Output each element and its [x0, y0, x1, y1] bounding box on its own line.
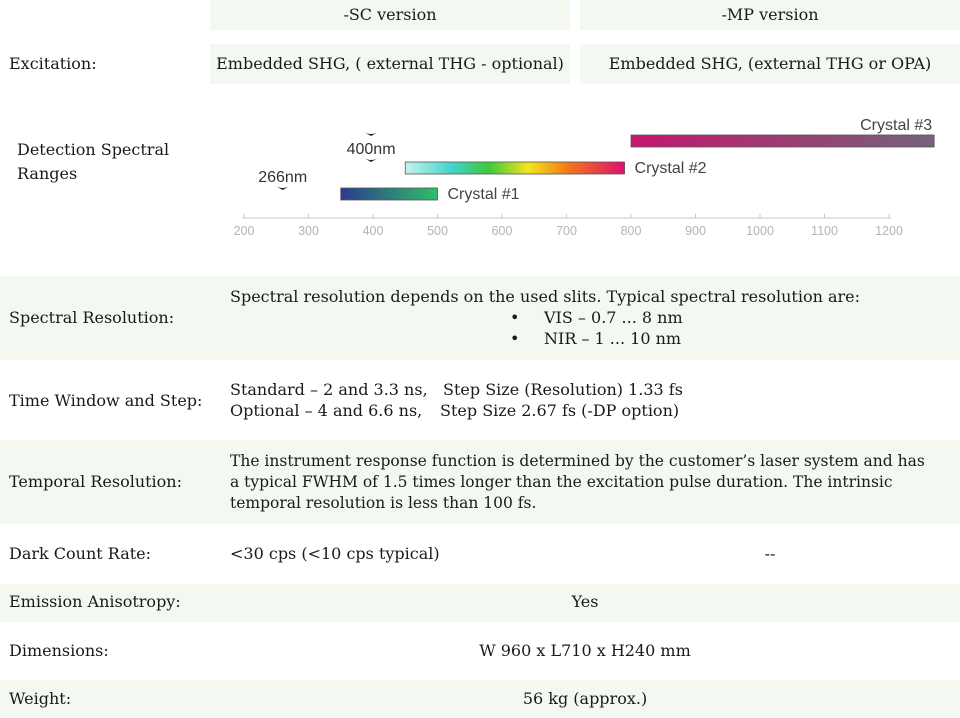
x-tick-label: 300 — [298, 224, 319, 238]
header-band-mp — [580, 0, 960, 30]
detection-label: Detection Spectral Ranges — [17, 138, 169, 186]
x-tick-label: 700 — [556, 224, 577, 238]
time-window-optional-step: Step Size 2.67 fs (-DP option) — [440, 401, 680, 420]
dimensions-label: Dimensions: — [9, 641, 109, 660]
x-tick-label: 1000 — [746, 224, 774, 238]
bullet-text-nir: NIR – 1 ... 10 nm — [544, 329, 682, 348]
range-bar-crystal-2 — [404, 161, 625, 175]
dark-count-mp-value: -- — [764, 544, 776, 563]
spectral-resolution-bullet: • VIS – 0.7 ... 8 nm — [230, 307, 860, 328]
temporal-resolution-label: Temporal Resolution: — [9, 472, 182, 491]
excitation-band-sc — [210, 44, 570, 84]
time-window-standard: Standard – 2 and 3.3 ns, — [230, 380, 428, 399]
time-window-optional: Optional – 4 and 6.6 ns, — [230, 401, 423, 420]
wavelength-marker-tick — [275, 186, 290, 190]
x-tick-label: 600 — [492, 224, 513, 238]
bullet-text-vis: VIS – 0.7 ... 8 nm — [544, 308, 683, 327]
x-tick-label: 500 — [427, 224, 448, 238]
chart-markers: 266nm 400nm — [258, 132, 396, 190]
dark-count-sc-value: <30 cps (<10 cps typical) — [230, 544, 440, 563]
x-tick-label: 900 — [685, 224, 706, 238]
temporal-resolution-line2: a typical FWHM of 1.5 times longer than … — [230, 473, 893, 491]
range-label-crystal-3: Crystal #3 — [860, 117, 932, 134]
emission-anisotropy-value: Yes — [571, 592, 599, 611]
wavelength-marker-tick — [364, 132, 379, 136]
range-label-crystal-2: Crystal #2 — [635, 160, 707, 177]
x-tick-label: 1100 — [811, 224, 838, 238]
wavelength-marker-label: 400nm — [347, 141, 396, 158]
time-window-standard-step: Step Size (Resolution) 1.33 fs — [443, 380, 683, 399]
x-tick-label: 800 — [621, 224, 642, 238]
x-tick-label: 1200 — [875, 224, 903, 238]
bullet-dot: • — [510, 308, 520, 327]
emission-anisotropy-label: Emission Anisotropy: — [9, 592, 181, 611]
spectral-resolution-intro: Spectral resolution depends on the used … — [230, 287, 861, 306]
header-band-sc — [210, 0, 570, 30]
sc-version-header: -SC version — [343, 5, 437, 24]
detection-label-line1: Detection Spectral — [17, 140, 170, 159]
spectral-resolution-value: Spectral resolution depends on the used … — [230, 286, 860, 349]
spectral-resolution-band — [0, 276, 960, 360]
chart-bars: Crystal #1 Crystal #2 Crystal #3 — [340, 117, 935, 203]
dark-count-label: Dark Count Rate: — [9, 544, 152, 563]
bullet-dot: • — [510, 329, 520, 348]
range-bar-crystal-3 — [630, 134, 935, 148]
detection-label-line2: Ranges — [17, 164, 78, 183]
chart-axis: 200 300 400 500 600 700 800 900 1000 1100 1200 — [234, 214, 903, 238]
dimensions-value: W 960 x L710 x H240 mm — [479, 641, 691, 660]
range-label-crystal-1: Crystal #1 — [448, 186, 520, 203]
temporal-resolution-line3: temporal resolution is less than 100 fs. — [230, 494, 537, 512]
wavelength-marker-label: 266nm — [258, 169, 307, 186]
weight-label: Weight: — [9, 689, 72, 708]
excitation-sc-value: Embedded SHG, ( external THG - optional) — [216, 54, 564, 73]
x-tick-label: 200 — [234, 224, 255, 238]
excitation-band-mp — [580, 44, 960, 84]
excitation-mp-value: Embedded SHG, (external THG or OPA) — [608, 54, 932, 73]
emission-anisotropy-band — [0, 584, 960, 622]
temporal-resolution-band — [0, 440, 960, 524]
temporal-resolution-line1: The instrument response function is dete… — [230, 452, 925, 470]
weight-band — [0, 680, 960, 718]
time-window-label: Time Window and Step: — [9, 391, 203, 410]
excitation-label: Excitation: — [9, 54, 97, 73]
spectral-range-chart: 200 300 400 500 600 700 800 900 1000 1100 1200 Cry… — [234, 117, 935, 238]
spectral-resolution-bullet: • NIR – 1 ... 10 nm — [230, 328, 860, 349]
x-tick-label: 400 — [363, 224, 384, 238]
mp-version-header: -MP version — [721, 5, 819, 24]
weight-value: 56 kg (approx.) — [522, 689, 648, 708]
wavelength-marker-tick — [364, 158, 379, 162]
temporal-resolution-value: The instrument response function is dete… — [230, 451, 925, 514]
range-bar-crystal-1 — [340, 187, 438, 201]
spectral-resolution-label: Spectral Resolution: — [9, 308, 175, 327]
